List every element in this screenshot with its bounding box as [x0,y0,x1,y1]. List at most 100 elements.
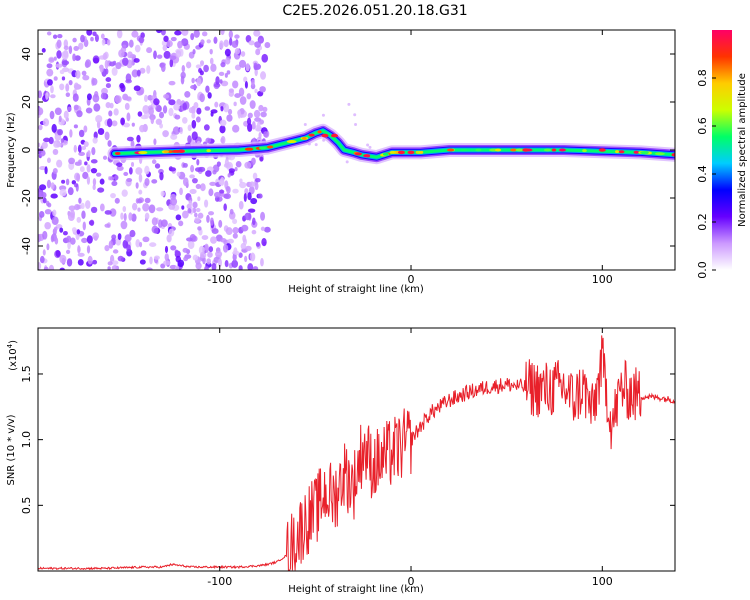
noise-blob [73,144,77,153]
ridge-hotspot [615,150,620,154]
noise-blob [59,83,65,91]
noise-blob [226,114,233,122]
noise-blob [220,62,226,68]
noise-blob [347,102,351,106]
noise-blob [153,255,160,260]
noise-blob [102,155,108,160]
noise-blob [104,244,110,252]
noise-blob [209,48,213,55]
noise-blob [259,156,264,162]
noise-blob [139,67,146,74]
noise-blob [206,258,212,265]
noise-blob [69,237,76,245]
noise-blob [124,96,132,101]
noise-blob [219,40,224,50]
noise-blob [38,233,42,243]
noise-blob [131,213,137,222]
noise-blob [227,173,231,178]
noise-blob [59,188,67,197]
noise-blob [184,91,191,98]
noise-blob [206,214,210,223]
noise-blob [212,170,217,175]
ridge-peak [522,148,530,152]
noise-blob [255,241,261,247]
noise-blob [61,179,66,184]
ridge-hotspot [475,148,482,152]
noise-blob [111,260,119,265]
noise-blob [111,234,117,240]
ridge-hotspot [515,148,524,152]
noise-blob [123,171,129,176]
noise-blob [232,80,239,89]
noise-blob [201,31,208,37]
noise-blob [44,208,52,215]
noise-blob [214,191,221,198]
noise-blob [73,104,79,111]
ridge-hotspot [558,148,566,152]
noise-blob [218,219,223,228]
noise-blob [108,240,114,249]
snr-y-ticks: 0.5 1.0 1.5 [20,365,675,514]
noise-blob [170,134,178,140]
noise-blob [108,110,113,117]
noise-blob [247,112,253,119]
noise-blob [120,212,124,220]
noise-blob [187,135,192,144]
noise-blob [104,223,111,228]
snr-x-ticks: -100 0 100 [207,328,613,588]
noise-blob [149,242,157,247]
noise-blob [223,203,227,211]
noise-blob [258,131,262,139]
noise-blob [264,41,271,49]
noise-blob [251,157,256,166]
noise-blob [210,236,217,244]
noise-blob [123,212,127,222]
noise-blob [182,116,188,124]
snr-background [38,328,675,571]
noise-blob [191,131,198,141]
noise-blob [182,102,187,111]
noise-blob [60,138,65,143]
noise-blob [90,159,98,164]
noise-blob [263,226,271,233]
noise-blob [253,62,258,71]
noise-blob [174,265,180,270]
noise-blob [67,241,71,250]
noise-blob [78,129,85,138]
noise-blob [78,159,82,164]
noise-blob [261,53,269,63]
noise-blob [42,249,46,256]
noise-blob [247,263,254,270]
noise-blob [228,30,233,39]
noise-blob [233,101,237,107]
noise-blob [104,131,110,141]
noise-blob [46,179,51,189]
noise-blob [135,239,141,248]
noise-blob [237,109,242,119]
x-tick-label: 0 [408,575,415,588]
ridge-hotspot [206,149,211,153]
noise-blob [133,58,140,63]
snr-x-label: Height of straight line (km) [288,584,424,595]
noise-blob [63,39,69,48]
noise-blob [104,68,109,75]
ridge-hotspot [640,151,649,155]
noise-blob [252,172,258,180]
noise-blob [77,144,82,153]
noise-blob [59,227,64,233]
noise-blob [75,70,81,79]
noise-blob [109,176,115,181]
noise-blob [204,243,209,251]
noise-blob [90,36,94,42]
noise-blob [92,94,100,103]
noise-blob [213,36,218,44]
noise-blob [204,265,209,270]
noise-blob [168,99,176,106]
noise-blob [65,83,70,92]
noise-blob [144,212,150,220]
noise-blob [199,93,205,103]
noise-blob [232,233,238,239]
noise-blob [234,166,238,172]
noise-blob [164,245,169,254]
noise-blob [251,229,257,235]
